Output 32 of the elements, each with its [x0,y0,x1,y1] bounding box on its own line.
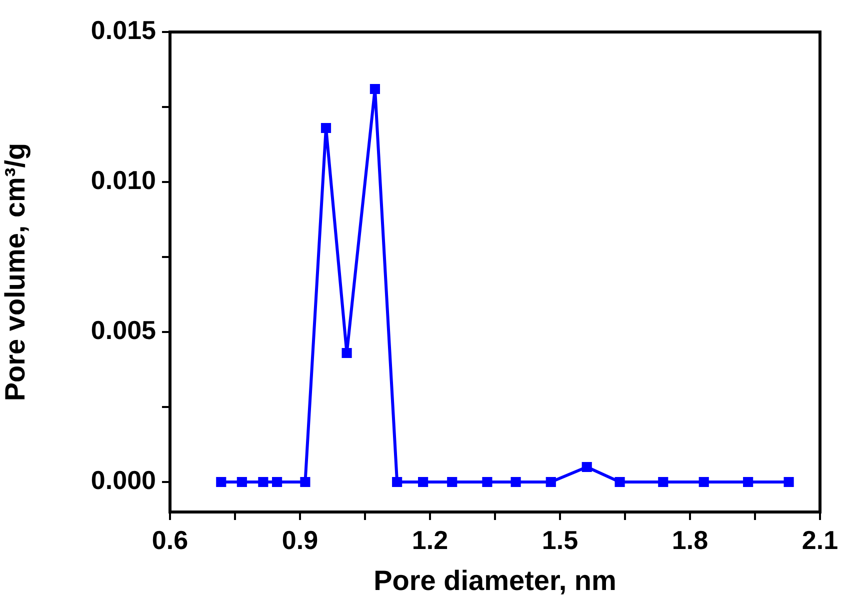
point [320,122,332,134]
point [658,476,668,488]
point [258,476,268,488]
point [743,476,754,488]
x-tick-label: 1.2 [412,524,448,555]
point [342,348,352,358]
y-tick-label: 0.005 [90,315,156,346]
point [482,476,492,488]
y-tick-label: 0.000 [90,465,156,496]
x-tick-label: 1.8 [672,524,708,555]
point [392,476,402,488]
point [370,84,380,94]
point [614,476,625,488]
point [236,476,247,488]
y-tick-label: 0.010 [90,165,156,196]
point [698,476,709,488]
point [216,476,226,488]
x-tick-label: 1.5 [542,524,578,555]
point [582,462,592,472]
x-tick-label: 0.6 [152,524,188,555]
point [418,476,428,488]
point [510,476,521,488]
point [447,476,458,488]
x-axis-title: Pore diameter, nm [374,564,616,596]
x-tick-label: 2.1 [802,524,838,555]
point [272,476,282,488]
point [784,476,794,488]
x-tick-label: 0.9 [282,524,318,555]
point [300,476,310,488]
y-tick-label: 0.015 [90,15,156,46]
y-axis-title: Pore volume, cm³/g [0,142,31,402]
point [546,476,556,488]
